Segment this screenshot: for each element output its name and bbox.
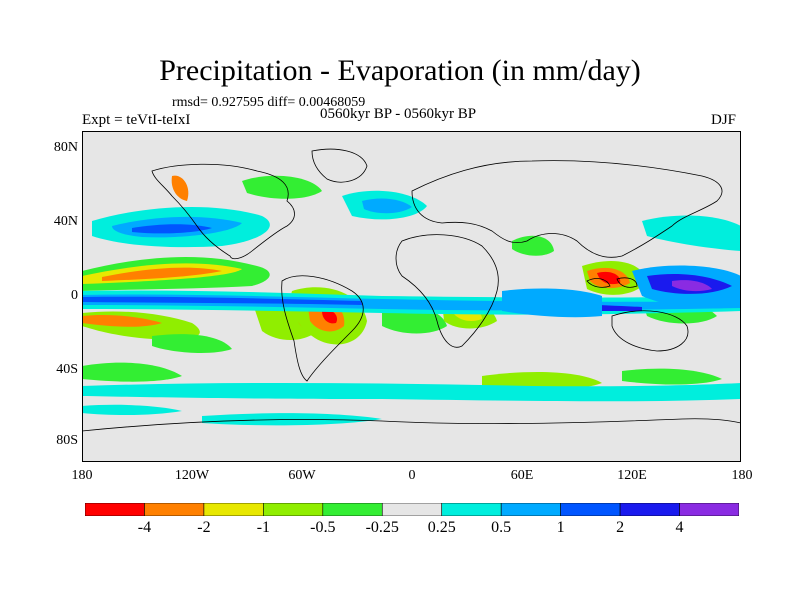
colorbar-label: -0.25: [365, 519, 399, 536]
colorbar-label: 0.25: [427, 519, 456, 536]
stats-text: rmsd= 0.927595 diff= 0.00468059: [172, 95, 366, 110]
coastline: [586, 278, 611, 288]
colorbar-label: -4: [137, 519, 152, 536]
field-patch: [597, 271, 621, 285]
coastlines: [82, 148, 741, 432]
field-patch: [82, 404, 182, 416]
field-patch: [132, 224, 212, 234]
lat-label: 40N: [53, 214, 78, 229]
field-patch: [82, 382, 741, 402]
period-text: 0560kyr BP - 0560kyr BP: [320, 106, 477, 122]
field-patch: [171, 175, 189, 201]
field-patch: [82, 362, 182, 382]
lon-label: 180: [731, 468, 753, 483]
coastline: [311, 148, 368, 183]
coastline: [611, 310, 689, 352]
colorbar-box: [619, 503, 680, 516]
colorbar-label: 2: [616, 519, 625, 536]
lat-label: 0: [71, 288, 78, 303]
lat-label: 80S: [56, 433, 78, 448]
field-patch: [622, 368, 722, 385]
lon-label: 60W: [288, 468, 316, 483]
coastline: [411, 160, 723, 258]
colorbar-box: [263, 503, 324, 516]
experiment-label: Expt = teVtI-teIxI: [82, 112, 191, 128]
lon-label: 0: [408, 468, 416, 483]
colorbar-label: 0.5: [491, 519, 512, 536]
colorbar-label: 4: [675, 519, 684, 536]
colorbar-box: [441, 503, 502, 516]
lon-label: 120E: [617, 468, 647, 483]
field-patch: [82, 296, 362, 305]
field-patch: [502, 288, 602, 318]
colorbar-label: -2: [197, 519, 211, 536]
field-patch: [642, 215, 741, 251]
field-patch: [242, 175, 322, 199]
season-label: DJF: [711, 112, 737, 128]
field-patch: [482, 371, 602, 390]
colorbar-box: [560, 503, 621, 516]
colorbar-label: 1: [556, 519, 565, 536]
colorbar-box: [85, 503, 145, 516]
colorbar-box: [322, 503, 383, 516]
field-patch: [512, 235, 554, 256]
positive-field: [82, 190, 741, 426]
precip-evap-map: [82, 131, 741, 462]
field-patch: [82, 314, 162, 327]
lon-label: 180: [71, 468, 93, 483]
coastline: [281, 275, 364, 382]
colorbar-box: [500, 503, 561, 516]
colorbar-label: -0.5: [310, 519, 336, 536]
colorbar: [85, 503, 739, 516]
lon-label: 120W: [174, 468, 210, 483]
field-patch: [102, 267, 222, 281]
field-patch: [362, 198, 412, 214]
lat-label: 80N: [53, 140, 78, 155]
coastline: [395, 234, 499, 348]
colorbar-label: -1: [256, 519, 271, 536]
map-frame: [82, 131, 741, 462]
colorbar-box: [381, 503, 443, 516]
colorbar-box: [144, 503, 205, 516]
field-patch: [152, 334, 232, 353]
coastline: [616, 277, 638, 288]
lon-label: 60E: [510, 468, 534, 483]
colorbar-box: [679, 503, 739, 516]
plot-title: Precipitation - Evaporation (in mm/day): [159, 54, 641, 87]
coastline: [151, 163, 295, 260]
lat-label: 40S: [56, 362, 78, 377]
field-patch: [672, 280, 712, 292]
coastline: [82, 418, 741, 432]
field-patch: [322, 310, 338, 324]
colorbar-box: [203, 503, 264, 516]
